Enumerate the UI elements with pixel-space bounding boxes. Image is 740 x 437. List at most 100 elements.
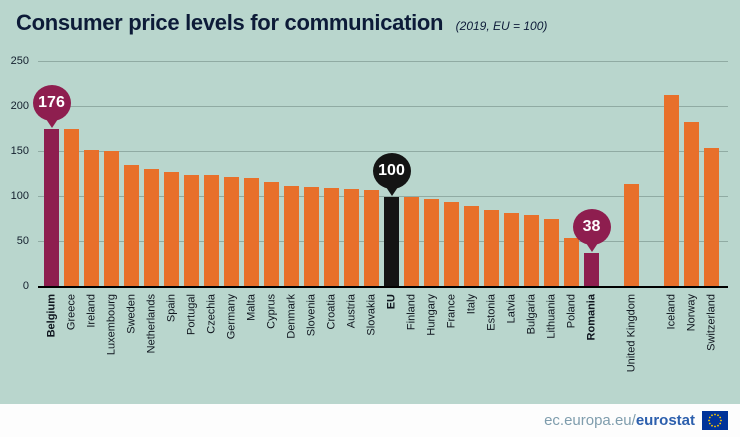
value-balloon-eu: 100 — [372, 153, 411, 196]
bar-estonia — [484, 209, 499, 287]
chart-header: Consumer price levels for communication … — [16, 10, 730, 36]
bar-denmark — [284, 186, 299, 287]
bar-portugal — [184, 174, 199, 287]
x-label-lithuania: Lithuania — [545, 294, 557, 339]
x-label-estonia: Estonia — [485, 294, 497, 331]
bar-cyprus — [264, 181, 279, 287]
bar-column-netherlands: Netherlands — [144, 62, 159, 353]
bar-romania — [584, 252, 599, 287]
bar-column-spain: Spain — [164, 62, 179, 322]
x-label-slovenia: Slovenia — [305, 294, 317, 337]
x-label-bulgaria: Bulgaria — [525, 294, 537, 335]
bar-italy — [464, 206, 479, 287]
x-label-greece: Greece — [65, 294, 77, 331]
bar-column-estonia: Estonia — [484, 62, 499, 331]
gridline-250 — [38, 61, 728, 62]
x-label-switzerland: Switzerland — [705, 294, 717, 351]
x-label-ireland: Ireland — [85, 294, 97, 328]
y-tick-label-200: 200 — [10, 100, 29, 112]
value-balloon-text-romania: 38 — [582, 217, 601, 235]
value-balloon-tail-romania — [585, 242, 598, 252]
footer: ec.europa.eu/eurostat — [0, 404, 740, 437]
gridline-150 — [38, 151, 728, 152]
bar-column-denmark: Denmark — [284, 62, 299, 339]
x-label-netherlands: Netherlands — [145, 294, 157, 354]
x-axis-line — [38, 286, 728, 288]
footer-url-prefix: ec.europa.eu/ — [544, 412, 636, 429]
x-label-romania: Romania — [585, 294, 597, 341]
bar-sweden — [124, 164, 139, 287]
bar-latvia — [504, 213, 519, 287]
y-tick-label-100: 100 — [10, 190, 29, 202]
bar-eu — [384, 197, 399, 287]
x-label-hungary: Hungary — [425, 294, 437, 336]
x-label-spain: Spain — [165, 294, 177, 323]
value-balloon-tail-belgium — [45, 118, 58, 128]
x-label-germany: Germany — [225, 294, 237, 340]
bar-united-kingdom — [624, 183, 639, 287]
x-label-austria: Austria — [345, 294, 357, 329]
bar-france — [444, 202, 459, 287]
bar-greece — [64, 128, 79, 287]
bar-luxembourg — [104, 151, 119, 287]
bar-column-croatia: Croatia — [324, 62, 339, 329]
bar-czechia — [204, 175, 219, 287]
x-label-sweden: Sweden — [125, 294, 137, 334]
x-label-italy: Italy — [465, 294, 477, 315]
x-label-cyprus: Cyprus — [265, 294, 277, 329]
bar-column-belgium: Belgium 176 — [32, 62, 71, 337]
bar-slovakia — [364, 189, 379, 287]
bar-column-luxembourg: Luxembourg — [104, 62, 119, 355]
bar-norway — [684, 122, 699, 287]
bar-belgium — [44, 128, 59, 287]
bar-chart: 0 50 100 150 200 250 Belgium 176 Greece Ireland L… — [0, 55, 740, 402]
bar-germany — [224, 177, 239, 287]
y-tick-label-0: 0 — [22, 280, 29, 292]
x-label-slovakia: Slovakia — [365, 294, 377, 336]
x-label-malta: Malta — [245, 294, 257, 321]
bar-column-iceland: Iceland — [664, 62, 679, 329]
y-tick-label-150: 150 — [10, 145, 29, 157]
x-label-united-kingdom: United Kingdom — [625, 294, 637, 373]
bar-lithuania — [544, 218, 559, 287]
bar-iceland — [664, 95, 679, 287]
eurostat-link[interactable]: ec.europa.eu/eurostat — [544, 412, 695, 429]
bar-column-austria: Austria — [344, 62, 359, 328]
bar-croatia — [324, 188, 339, 287]
x-label-poland: Poland — [565, 294, 577, 329]
bar-spain — [164, 171, 179, 287]
bar-column-greece: Greece — [64, 62, 79, 330]
bar-finland — [404, 197, 419, 287]
value-balloon-romania: 38 — [572, 208, 611, 252]
bar-column-eu: EU 100 — [372, 62, 411, 309]
x-label-eu: EU — [385, 294, 397, 310]
bar-hungary — [424, 198, 439, 287]
bar-column-bulgaria: Bulgaria — [524, 62, 539, 334]
bar-column-lithuania: Lithuania — [544, 62, 559, 339]
bar-column-slovenia: Slovenia — [304, 62, 319, 336]
value-balloon-belgium: 176 — [32, 84, 71, 128]
bar-column-sweden: Sweden — [124, 62, 139, 334]
x-label-finland: Finland — [405, 294, 417, 331]
x-label-france: France — [445, 294, 457, 329]
x-label-croatia: Croatia — [325, 294, 337, 330]
x-label-iceland: Iceland — [665, 294, 677, 330]
y-tick-label-250: 250 — [10, 55, 29, 67]
bar-slovenia — [304, 187, 319, 287]
bar-ireland — [84, 150, 99, 287]
x-label-portugal: Portugal — [185, 294, 197, 335]
bars-container: Belgium 176 Greece Ireland Luxembourg Sweden N… — [32, 62, 728, 372]
gridline-100 — [38, 196, 728, 197]
bar-column-italy: Italy — [464, 62, 479, 314]
bar-poland — [564, 238, 579, 287]
bar-column-czechia: Czechia — [204, 62, 219, 334]
bar-column-finland: Finland — [404, 62, 419, 330]
footer-brand: eurostat — [635, 412, 695, 429]
x-label-luxembourg: Luxembourg — [105, 294, 117, 356]
eu-flag-logo — [702, 411, 728, 430]
bar-column-malta: Malta — [244, 62, 259, 321]
bar-column-switzerland: Switzerland — [704, 62, 719, 351]
bar-column-germany: Germany — [224, 62, 239, 339]
x-label-belgium: Belgium — [45, 294, 57, 338]
